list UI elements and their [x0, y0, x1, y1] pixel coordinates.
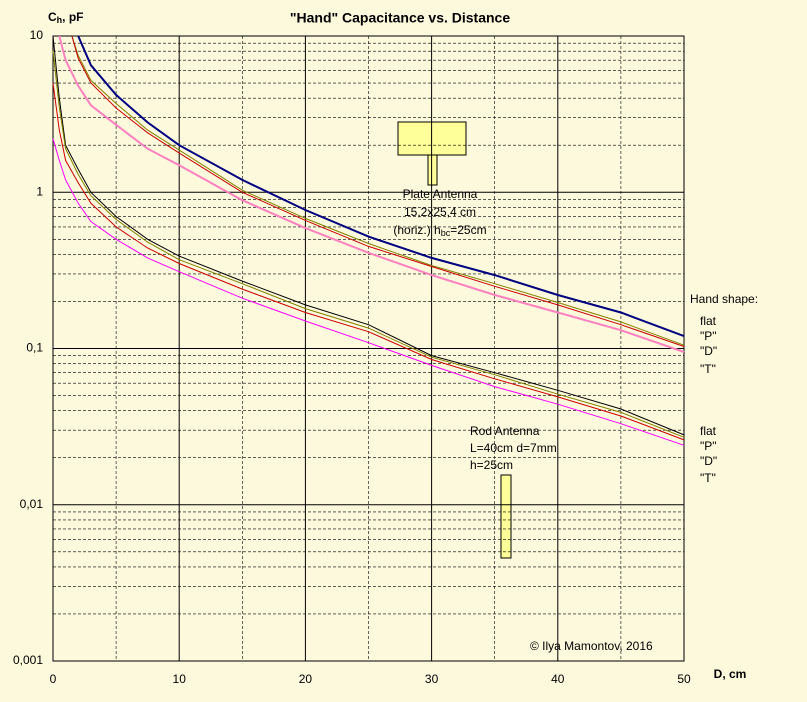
annotation-part: L=40cm d=7mm	[470, 441, 557, 455]
annotation-part: h=25cm	[470, 458, 513, 472]
x-tick-label: 50	[677, 672, 691, 686]
legend-label: "P"	[700, 439, 717, 453]
rod-icon	[500, 474, 512, 559]
y-tick-label: 1	[36, 184, 43, 198]
series-line	[52, 35, 685, 436]
x-tick-label: 40	[551, 672, 565, 686]
legend-label: "T"	[700, 471, 716, 485]
plate-stem-icon	[427, 154, 438, 186]
annotation-part: bc	[441, 228, 451, 238]
series-line	[71, 35, 685, 347]
annotation: Plate Antenna	[403, 187, 478, 201]
y-tick-label: 10	[30, 28, 44, 42]
plot-frame	[52, 35, 685, 662]
annotation: Rod Antenna	[470, 424, 540, 438]
annotation-part: Rod Antenna	[470, 424, 540, 438]
chart-title: "Hand" Capacitance vs. Distance	[290, 10, 510, 26]
annotation-part: =25cm	[450, 223, 486, 237]
series-line	[52, 51, 685, 438]
annotation-part: © Ilya Mamontov, 2016	[530, 639, 653, 653]
x-tick-label: 30	[425, 672, 439, 686]
legend-label: "D"	[700, 454, 717, 468]
legend-label: "D"	[700, 344, 717, 358]
legend-title: Hand shape:	[690, 292, 758, 306]
annotation: 15,2x25,4 cm	[404, 205, 476, 219]
x-tick-label: 10	[173, 672, 187, 686]
annotation-part: Plate Antenna	[403, 187, 478, 201]
annotation-part: (horiz.) h	[393, 223, 440, 237]
series-line	[77, 35, 685, 338]
x-tick-label: 0	[50, 672, 57, 686]
series-line	[71, 35, 685, 346]
annotation: © Ilya Mamontov, 2016	[530, 639, 653, 653]
annotation-part: 15,2x25,4 cm	[404, 205, 476, 219]
series-line	[52, 138, 685, 446]
legend-label: flat	[700, 424, 717, 438]
y-axis-label: Ch, pF	[48, 10, 84, 25]
annotation: L=40cm d=7mm	[470, 441, 557, 455]
annotation: h=25cm	[470, 458, 513, 472]
legend-label: "P"	[700, 329, 717, 343]
series-line	[52, 82, 685, 441]
annotation: (horiz.) hbc=25cm	[393, 223, 486, 238]
x-axis-label: D, cm	[714, 667, 747, 681]
legend-label: flat	[700, 314, 717, 328]
series-line	[58, 35, 685, 353]
y-tick-label: 0,01	[20, 497, 44, 511]
legend-label: "T"	[700, 362, 716, 376]
y-tick-label: 0,1	[26, 341, 43, 355]
x-tick-label: 20	[299, 672, 313, 686]
y-tick-label: 0,001	[13, 653, 43, 667]
